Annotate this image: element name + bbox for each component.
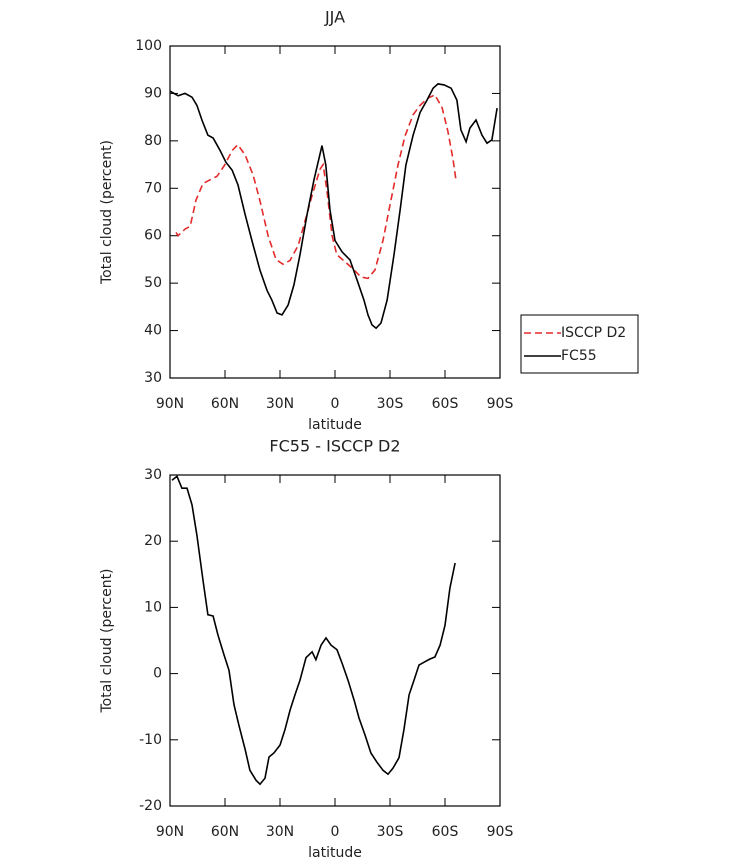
data-line <box>169 83 498 330</box>
legend-label: FC55 <box>561 348 597 364</box>
x-tick-label: 90S <box>487 824 514 840</box>
x-tick-label: 30N <box>266 824 294 840</box>
plot-frame <box>169 45 501 379</box>
chart-title: JJA <box>324 8 345 27</box>
x-tick-label: 60S <box>432 824 459 840</box>
y-tick-label: 100 <box>135 38 162 54</box>
y-tick-label: 90 <box>144 85 162 101</box>
y-tick-label: 10 <box>144 599 162 615</box>
y-axis-label: Total cloud (percent) <box>99 568 115 713</box>
legend-box <box>520 314 639 374</box>
x-tick-label: 30S <box>377 824 404 840</box>
x-tick-label: 90N <box>156 824 184 840</box>
x-tick-label: 0 <box>331 824 340 840</box>
x-axis-label: latitude <box>308 417 362 433</box>
x-tick-label: 30S <box>377 396 404 412</box>
y-tick-label: 30 <box>144 370 162 386</box>
chart-title: FC55 - ISCCP D2 <box>269 437 400 456</box>
x-tick-label: 60S <box>432 396 459 412</box>
y-tick-label: -20 <box>139 798 162 814</box>
x-tick-label: 0 <box>331 396 340 412</box>
y-tick-label: 20 <box>144 533 162 549</box>
y-tick-label: 0 <box>153 666 162 682</box>
y-axis-label: Total cloud (percent) <box>99 140 115 285</box>
y-tick-label: 30 <box>144 467 162 483</box>
data-line <box>171 475 456 786</box>
x-tick-label: 60N <box>211 824 239 840</box>
y-tick-label: 70 <box>144 180 162 196</box>
legend-label: ISCCP D2 <box>561 325 626 341</box>
y-tick-label: 50 <box>144 275 162 291</box>
y-tick-label: -10 <box>139 732 162 748</box>
x-tick-label: 60N <box>211 396 239 412</box>
x-axis-label: latitude <box>308 845 362 861</box>
y-tick-label: 60 <box>144 228 162 244</box>
x-tick-label: 90N <box>156 396 184 412</box>
y-tick-label: 40 <box>144 323 162 339</box>
y-tick-label: 80 <box>144 133 162 149</box>
x-tick-label: 90S <box>487 396 514 412</box>
x-tick-label: 30N <box>266 396 294 412</box>
data-line <box>175 93 457 280</box>
